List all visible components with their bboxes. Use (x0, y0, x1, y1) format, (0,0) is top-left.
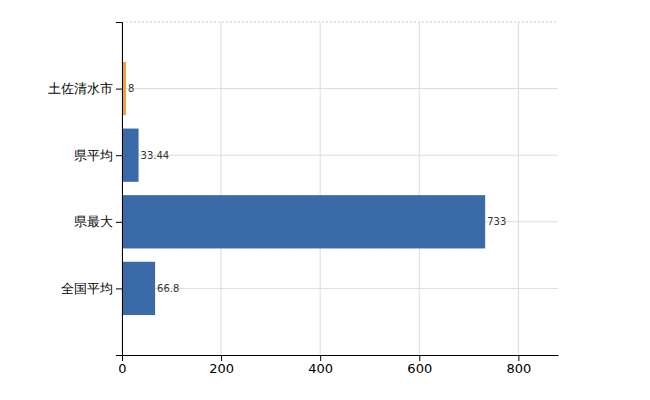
x-tick-mark (320, 355, 321, 361)
grid-line-y (122, 88, 558, 89)
bar (122, 195, 485, 248)
x-tick: 0 (118, 355, 126, 376)
x-axis: 0 200 400 600 800 (118, 355, 558, 376)
plot-frame-top (122, 22, 558, 23)
grid-line-x (221, 22, 222, 355)
grid-line-x (320, 22, 321, 355)
bar (122, 262, 155, 315)
x-tick: 400 (308, 355, 333, 376)
x-tick-label: 400 (308, 361, 333, 376)
data-label: 66.8 (157, 283, 179, 294)
x-tick-mark (419, 355, 420, 361)
x-tick-label: 200 (209, 361, 234, 376)
plot: 8 33.44 733 66.8 0 200 400 600 800 土佐清水市県平均県最大全国平… (48, 22, 559, 376)
y-tick-label: 県最大 (74, 214, 113, 229)
y-tick-mark (116, 288, 122, 289)
x-tick: 200 (209, 355, 234, 376)
y-tick-label: 全国平均 (61, 281, 113, 296)
y-tick: 土佐清水市 (48, 81, 122, 96)
grid-line-y (122, 155, 558, 156)
data-label: 733 (487, 216, 506, 227)
grid-line-x (419, 22, 420, 355)
bars (122, 62, 485, 315)
y-tick-mark (116, 155, 122, 156)
y-tick-label: 土佐清水市 (48, 81, 113, 96)
x-tick: 600 (407, 355, 432, 376)
y-axis: 土佐清水市県平均県最大全国平均 (48, 23, 123, 356)
x-tick-label: 800 (506, 361, 531, 376)
x-axis-line (123, 355, 559, 356)
data-label: 33.44 (141, 150, 170, 161)
data-label: 8 (128, 83, 134, 94)
y-tick: 県平均 (74, 148, 122, 163)
y-tick-label: 県平均 (74, 148, 113, 163)
grid-line-x (518, 22, 519, 355)
x-tick-mark (518, 355, 519, 361)
y-axis-line (116, 23, 123, 356)
grid (122, 22, 558, 355)
x-tick-label: 0 (118, 361, 126, 376)
y-tick-mark (116, 222, 122, 223)
bar (122, 129, 139, 182)
y-tick-mark (116, 89, 122, 90)
x-tick-label: 600 (407, 361, 432, 376)
y-tick: 県最大 (74, 214, 122, 229)
chart: 8 33.44 733 66.8 0 200 400 600 800 土佐清水市県平均県最大全国平… (0, 0, 650, 400)
y-tick: 全国平均 (61, 281, 122, 296)
x-tick: 800 (506, 355, 531, 376)
data-labels: 8 33.44 733 66.8 (128, 83, 506, 294)
grid-line-y (122, 288, 558, 289)
x-tick-mark (221, 355, 222, 361)
